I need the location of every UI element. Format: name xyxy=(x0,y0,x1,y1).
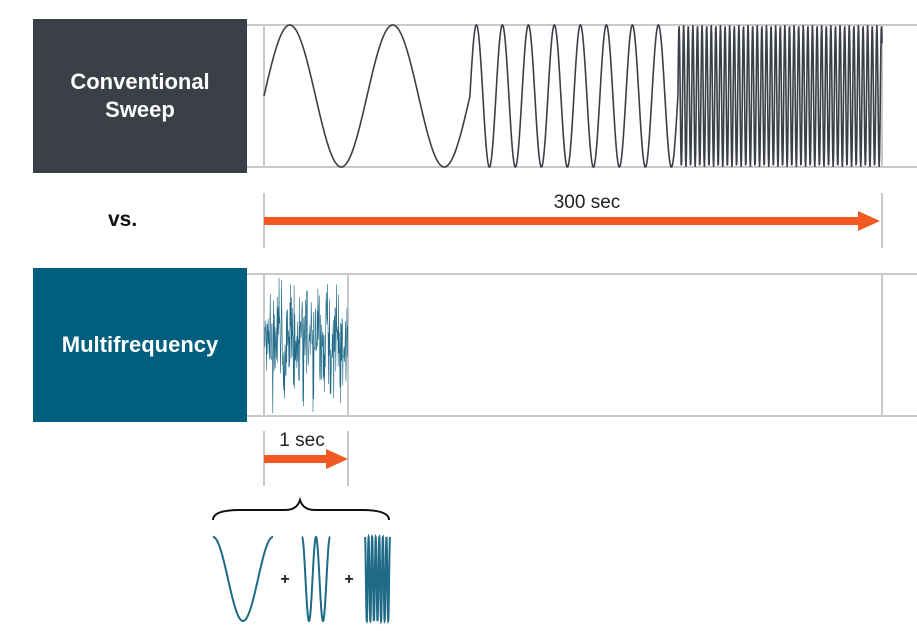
plus-sign: + xyxy=(344,571,353,588)
component-mid-frequency xyxy=(301,536,331,622)
multifrequency-label: Multifrequency xyxy=(33,268,247,422)
duration-1-sec: 1 sec xyxy=(279,430,324,451)
multifrequency-text: Multifrequency xyxy=(61,332,219,357)
arrow-300-sec xyxy=(264,211,880,231)
duration-300-sec: 300 sec xyxy=(554,192,621,213)
component-high-frequency xyxy=(364,533,391,625)
arrow-1-sec xyxy=(264,449,348,469)
sweep-waveform xyxy=(263,23,883,168)
sweep-frame xyxy=(247,24,917,168)
multifrequency-waveform xyxy=(263,277,348,414)
conventional-sweep-label: Conventional Sweep xyxy=(33,19,247,173)
curly-brace xyxy=(212,496,390,521)
plus-sign: + xyxy=(280,571,289,588)
component-low-frequency xyxy=(212,536,274,622)
multifrequency-frame xyxy=(247,273,917,417)
conventional-sweep-text: Conventional Sweep xyxy=(70,69,210,122)
vs-label: vs. xyxy=(108,208,138,231)
